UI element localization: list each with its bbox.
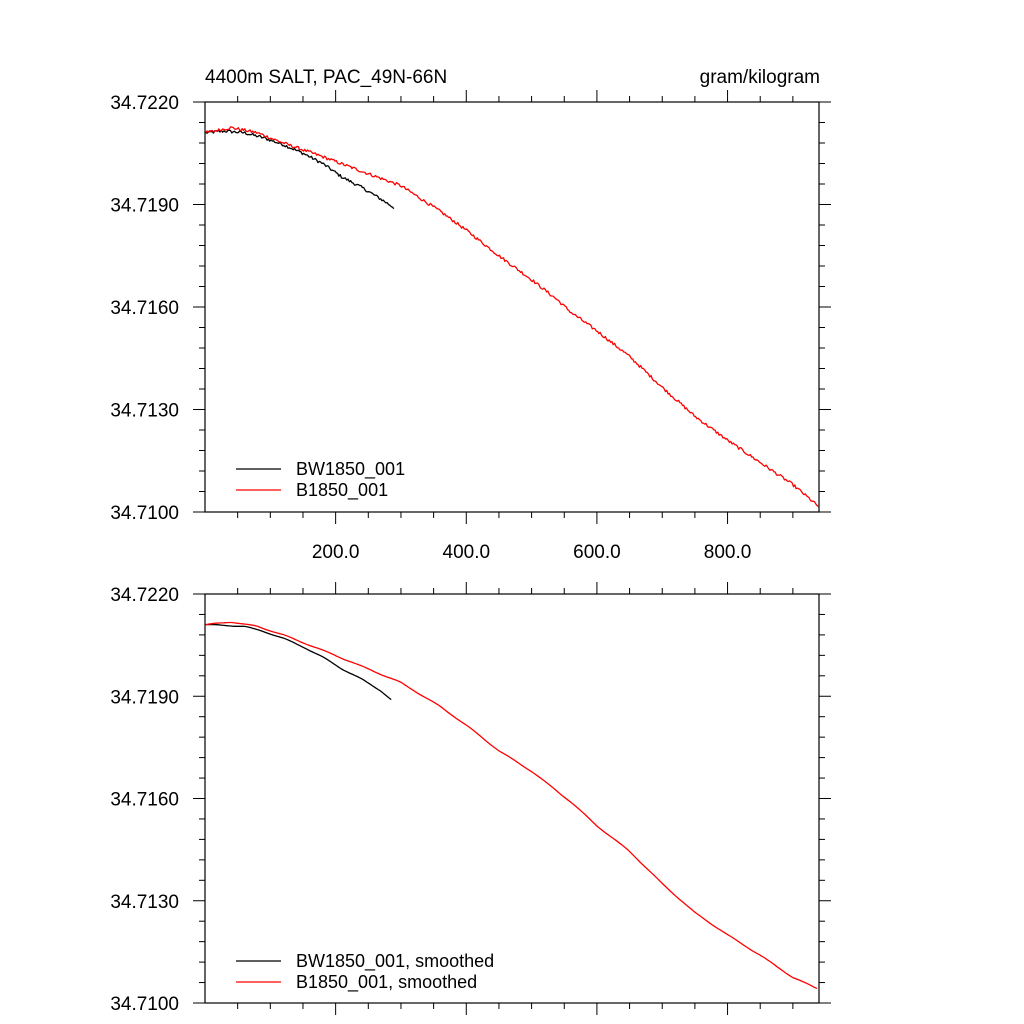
top-panel-series — [205, 126, 819, 508]
top-panel-frame — [204, 101, 820, 513]
series-line-bw1850-001 — [205, 129, 395, 210]
y-tick-label: 34.7130 — [110, 892, 179, 913]
series-line-b1850-001 — [205, 126, 819, 508]
bottom-panel: 34.7100 34.7130 34.7160 34.7190 34.7220 BW18… — [110, 582, 831, 1015]
y-tick-label: 34.7160 — [110, 790, 179, 811]
bottom-panel-ticks — [193, 582, 831, 1015]
x-tick-label: 800.0 — [704, 542, 752, 563]
series-line-b1850-001-smoothed — [205, 621, 818, 990]
bottom-panel-frame — [204, 593, 820, 1004]
bottom-legend: BW1850_001, smoothed B1850_001, smoothed — [236, 951, 494, 993]
bottom-panel-y-tick-labels: 34.7100 34.7130 34.7160 34.7190 34.7220 — [110, 585, 179, 1015]
x-tick-label: 600.0 — [573, 542, 621, 563]
series-line-bw1850-001-smoothed — [205, 623, 392, 701]
legend-label-b1850: B1850_001 — [296, 480, 388, 501]
y-tick-label: 34.7100 — [110, 503, 179, 524]
y-tick-label: 34.7220 — [110, 93, 179, 114]
top-panel-y-tick-labels: 34.7100 34.7130 34.7160 34.7190 34.7220 — [110, 93, 179, 524]
units-label: gram/kilogram — [700, 67, 820, 88]
top-panel: 4400m SALT, PAC_49N-66N gram/kilogram 34… — [110, 67, 831, 563]
legend-label-bw1850-smoothed: BW1850_001, smoothed — [296, 951, 494, 972]
legend-label-bw1850: BW1850_001 — [296, 459, 405, 480]
top-panel-ticks — [193, 90, 831, 524]
x-tick-label: 200.0 — [312, 542, 360, 563]
chart-title: 4400m SALT, PAC_49N-66N — [205, 67, 447, 88]
y-tick-label: 34.7190 — [110, 687, 179, 708]
top-legend: BW1850_001 B1850_001 — [236, 459, 405, 501]
bottom-panel-series — [205, 621, 818, 990]
y-tick-label: 34.7160 — [110, 298, 179, 319]
y-tick-label: 34.7190 — [110, 196, 179, 217]
top-panel-x-tick-labels: 200.0 400.0 600.0 800.0 — [312, 542, 751, 563]
y-tick-label: 34.7220 — [110, 585, 179, 606]
y-tick-label: 34.7130 — [110, 401, 179, 422]
legend-label-b1850-smoothed: B1850_001, smoothed — [296, 972, 477, 993]
y-tick-label: 34.7100 — [110, 994, 179, 1015]
x-tick-label: 400.0 — [443, 542, 491, 563]
